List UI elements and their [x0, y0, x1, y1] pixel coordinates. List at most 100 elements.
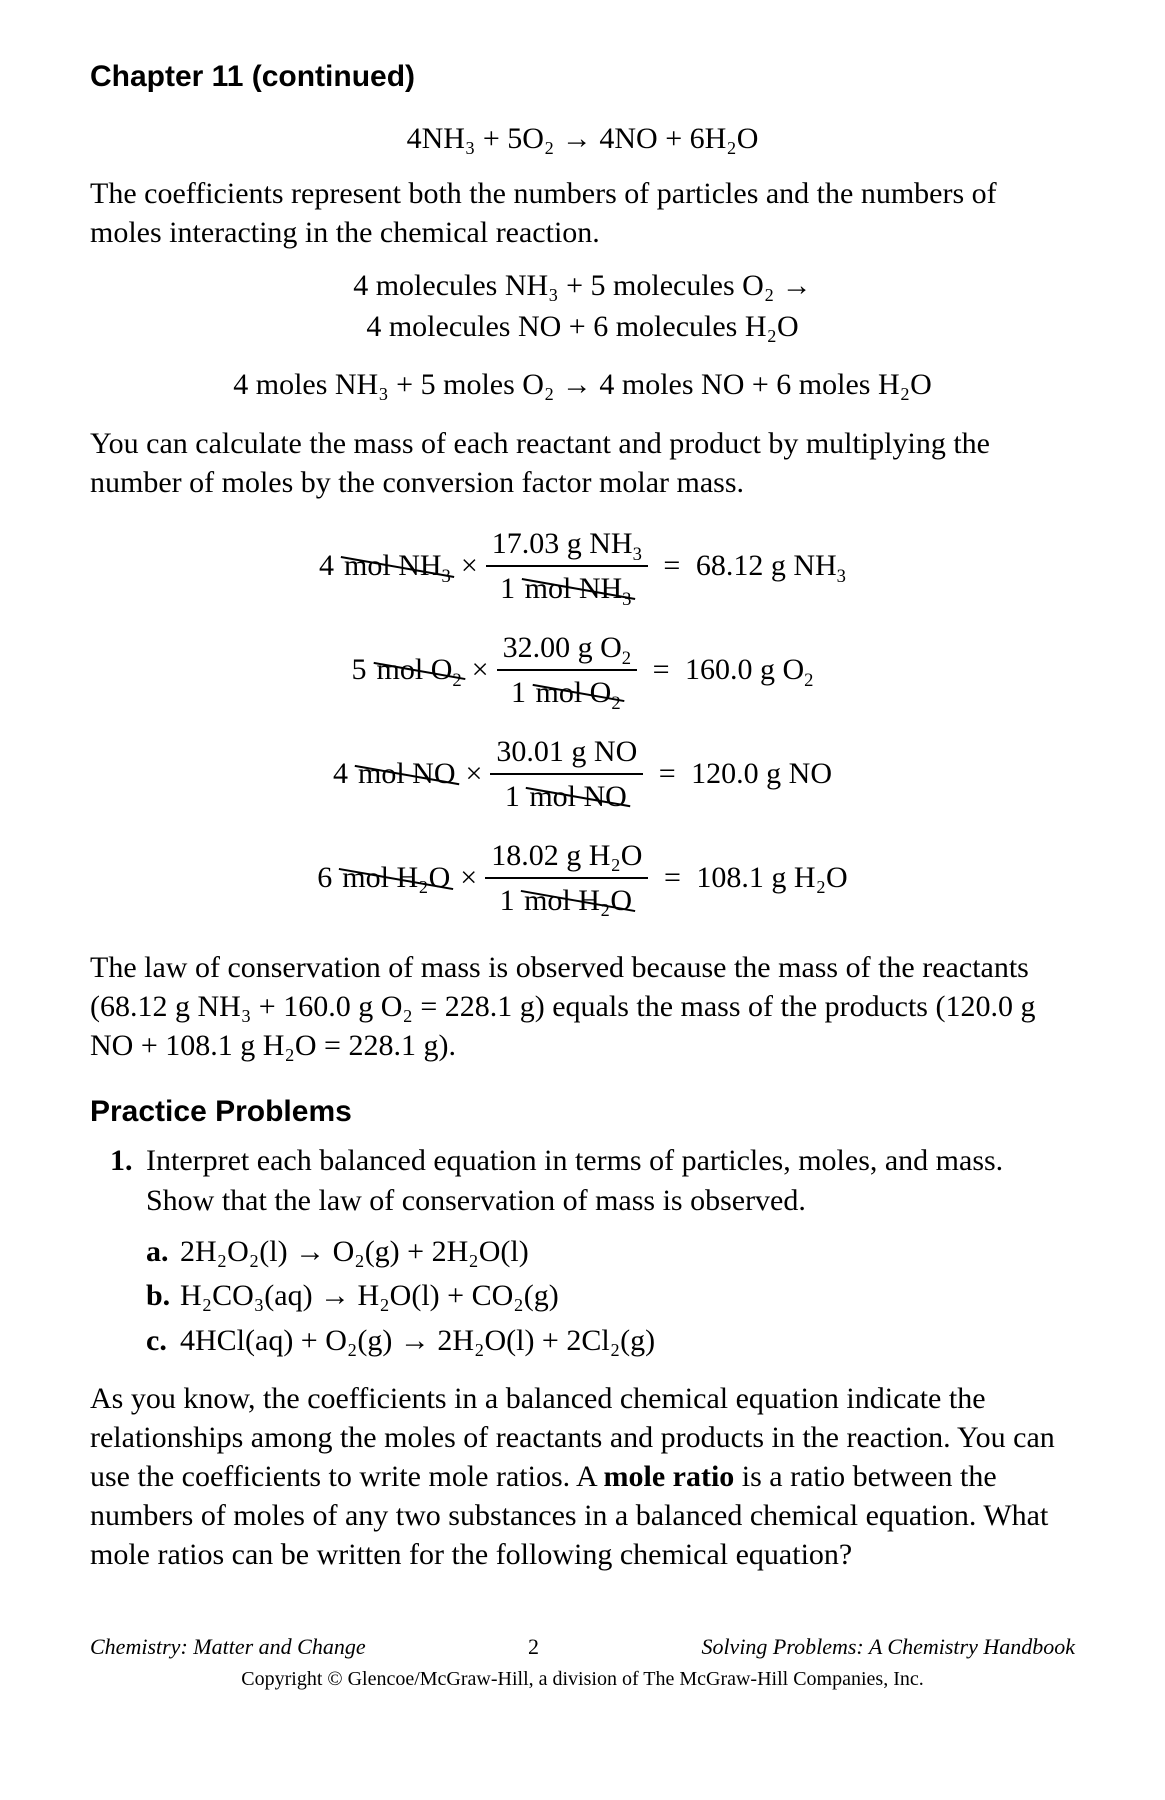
num-mass: 30.01 g NO [496, 735, 637, 768]
result-text: 68.12 g NH [696, 549, 837, 582]
fraction: 32.00 g O2 1 mol O2 [497, 628, 637, 712]
footer-right: Solving Problems: A Chemistry Handbook [701, 1634, 1075, 1660]
sub-equation: 2H₂O₂(l) → O₂(g) + 2H₂O(l) [180, 1232, 529, 1273]
times: × [472, 653, 489, 687]
times: × [465, 757, 482, 791]
calc-row-h2o: 6 mol H₂O × 18.02 g H₂O 1 mol H₂O = 108.… [90, 836, 1075, 920]
coef: 5 [352, 653, 367, 687]
footer: Chemistry: Matter and Change 2 Solving P… [90, 1634, 1075, 1660]
den-prefix: 1 [505, 780, 520, 813]
paragraph-coefficients: The coefficients represent both the numb… [90, 174, 1075, 252]
cancelled-unit: mol NH3 [523, 569, 634, 608]
denominator: 1 mol O2 [505, 671, 629, 712]
num-mass: 32.00 g O [503, 631, 622, 664]
fraction: 18.02 g H₂O 1 mol H₂O [485, 836, 648, 920]
den-unit: mol NH [525, 572, 623, 605]
unit-text: mol H₂O [342, 861, 450, 894]
copyright: Copyright © Glencoe/McGraw-Hill, a divis… [90, 1668, 1075, 1691]
paragraph-calculate-mass: You can calculate the mass of each react… [90, 424, 1075, 502]
times: × [461, 549, 478, 583]
cancelled-unit: mol H₂O [340, 861, 452, 895]
mole-ratio-term: mole ratio [604, 1460, 735, 1493]
chapter-title: Chapter 11 (continued) [90, 60, 1075, 94]
num-mass: 17.03 g NH [492, 527, 633, 560]
cancelled-unit: mol NO [527, 777, 629, 816]
problem-1c: c. 4HCl(aq) + O₂(g) → 2H₂O(l) + 2Cl₂(g) [146, 1321, 1075, 1362]
fraction: 17.03 g NH3 1 mol NH3 [486, 524, 648, 608]
unit-text: mol NO [358, 757, 456, 790]
result: 120.0 g NO [691, 757, 832, 791]
equals: = [656, 549, 688, 583]
result: 160.0 g O2 [685, 653, 813, 687]
problem-1: 1. Interpret each balanced equation in t… [110, 1141, 1075, 1222]
coef: 4 [319, 549, 334, 583]
den-prefix: 1 [511, 676, 526, 709]
equals: = [656, 861, 688, 895]
sub-letter: b. [146, 1276, 180, 1317]
sub-letter: a. [146, 1232, 180, 1273]
problem-1b: b. H₂CO₃(aq) → H₂O(l) + CO₂(g) [146, 1276, 1075, 1317]
equals: = [651, 757, 683, 791]
problem-1-subitems: a. 2H₂O₂(l) → O₂(g) + 2H₂O(l) b. H₂CO₃(a… [146, 1232, 1075, 1362]
den-unit: mol NO [529, 780, 627, 813]
unit-text: mol NH [344, 549, 442, 582]
problem-text: Interpret each balanced equation in term… [146, 1141, 1075, 1222]
den-unit: mol H₂O [524, 884, 632, 917]
footer-page-number: 2 [528, 1634, 539, 1660]
practice-problems-heading: Practice Problems [90, 1095, 1075, 1129]
paragraph-conservation: The law of conservation of mass is obser… [90, 948, 1075, 1065]
result: 68.12 g NH3 [696, 549, 846, 583]
den-sub: 2 [611, 693, 620, 714]
denominator: 1 mol NO [499, 775, 635, 816]
main-equation: 4NH₃ + 5O₂ → 4NO + 6H₂O [90, 122, 1075, 156]
cancelled-unit: mol NO [356, 757, 458, 791]
moles-line: 4 moles NH₃ + 5 moles O₂ → 4 moles NO + … [90, 365, 1075, 406]
calc-row-no: 4 mol NO × 30.01 g NO 1 mol NO = 120.0 g… [90, 732, 1075, 816]
sub-letter: c. [146, 1321, 180, 1362]
result-text: 108.1 g H₂O [696, 861, 847, 894]
result-text: 120.0 g NO [691, 757, 832, 790]
numerator: 17.03 g NH3 [486, 524, 648, 567]
molecules-block: 4 molecules NH₃ + 5 molecules O₂ → 4 mol… [90, 266, 1075, 347]
denominator: 1 mol NH3 [494, 567, 639, 608]
problem-list: 1. Interpret each balanced equation in t… [90, 1141, 1075, 1362]
denominator: 1 mol H₂O [494, 879, 640, 920]
unit-sub: 3 [442, 566, 451, 587]
sub-equation: H₂CO₃(aq) → H₂O(l) + CO₂(g) [180, 1276, 559, 1317]
numerator: 30.01 g NO [490, 732, 643, 775]
result-text: 160.0 g O [685, 653, 804, 686]
unit-text: mol O [377, 653, 453, 686]
problem-number: 1. [110, 1141, 146, 1222]
den-prefix: 1 [500, 572, 515, 605]
result: 108.1 g H₂O [696, 861, 847, 895]
cancelled-unit: mol H₂O [522, 881, 634, 920]
cancelled-unit: mol O2 [534, 673, 623, 712]
calculation-block: 4 mol NH3 × 17.03 g NH3 1 mol NH3 = 68.1… [90, 524, 1075, 920]
cancelled-unit: mol O2 [375, 653, 464, 687]
result-sub: 2 [804, 670, 813, 691]
calc-row-nh3: 4 mol NH3 × 17.03 g NH3 1 mol NH3 = 68.1… [90, 524, 1075, 608]
num-sub: 3 [633, 544, 642, 565]
result-sub: 3 [837, 566, 846, 587]
num-sub: 2 [622, 648, 631, 669]
problem-1a: a. 2H₂O₂(l) → O₂(g) + 2H₂O(l) [146, 1232, 1075, 1273]
equals: = [645, 653, 677, 687]
numerator: 18.02 g H₂O [485, 836, 648, 879]
molecules-line-2: 4 molecules NO + 6 molecules H₂O [90, 307, 1075, 348]
coef: 4 [333, 757, 348, 791]
cancelled-unit: mol NH3 [342, 549, 453, 583]
den-unit: mol O [536, 676, 612, 709]
sub-equation: 4HCl(aq) + O₂(g) → 2H₂O(l) + 2Cl₂(g) [180, 1321, 655, 1362]
den-prefix: 1 [500, 884, 515, 917]
fraction: 30.01 g NO 1 mol NO [490, 732, 643, 816]
paragraph-mole-ratio: As you know, the coefficients in a balan… [90, 1379, 1075, 1574]
num-mass: 18.02 g H₂O [491, 839, 642, 872]
calc-row-o2: 5 mol O2 × 32.00 g O2 1 mol O2 = 160.0 g… [90, 628, 1075, 712]
footer-left: Chemistry: Matter and Change [90, 1634, 366, 1660]
unit-sub: 2 [452, 670, 461, 691]
molecules-line-1: 4 molecules NH₃ + 5 molecules O₂ → [90, 266, 1075, 307]
den-sub: 3 [622, 589, 631, 610]
coef: 6 [317, 861, 332, 895]
times: × [460, 861, 477, 895]
numerator: 32.00 g O2 [497, 628, 637, 671]
